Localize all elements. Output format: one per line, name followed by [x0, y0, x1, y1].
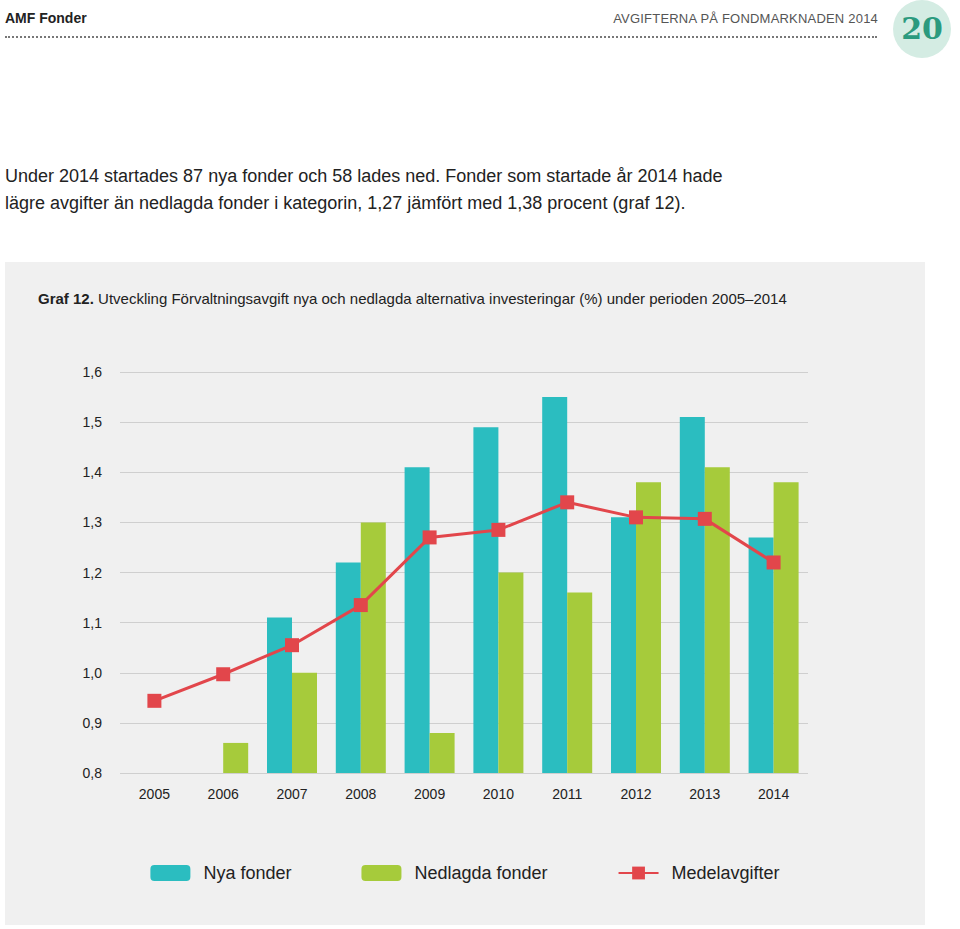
html-text:Graf 12. Utveckling Förvaltnin: Graf 12. Utveckling Förvaltningsavgift n…	[38, 290, 787, 307]
svg-text:2008: 2008	[345, 786, 376, 802]
svg-text:1,1: 1,1	[83, 615, 103, 631]
svg-text:Nedlagda fonder: Nedlagda fonder	[414, 863, 547, 883]
svg-text:1,0: 1,0	[83, 665, 103, 681]
svg-text:2010: 2010	[483, 786, 514, 802]
svg-text:1,6: 1,6	[83, 364, 103, 380]
svg-text:2007: 2007	[276, 786, 307, 802]
svg-text:2013: 2013	[689, 786, 720, 802]
html-text:AVGIFTERNA PÅ FONDMARKNADEN 20: AVGIFTERNA PÅ FONDMARKNADEN 2014	[613, 11, 878, 26]
svg-text:Medelavgifter: Medelavgifter	[672, 863, 780, 883]
svg-text:1,2: 1,2	[83, 565, 103, 581]
svg-text:1,5: 1,5	[83, 414, 103, 430]
svg-text:1,3: 1,3	[83, 514, 103, 530]
svg-text:2014: 2014	[758, 786, 789, 802]
html-text:AMF Fonder: AMF Fonder	[5, 10, 87, 26]
svg-text:0,8: 0,8	[83, 765, 103, 781]
svg-text:2011: 2011	[552, 786, 582, 802]
svg-text:2006: 2006	[208, 786, 239, 802]
svg-text:2009: 2009	[414, 786, 445, 802]
svg-text:Nya fonder: Nya fonder	[203, 863, 291, 883]
svg-text:1,4: 1,4	[83, 464, 103, 480]
svg-text:0,9: 0,9	[83, 715, 103, 731]
html-text:Under 2014 startades 87 nya fo: Under 2014 startades 87 nya fonder och 5…	[5, 166, 723, 213]
svg-text:2012: 2012	[620, 786, 651, 802]
svg-text:2005: 2005	[139, 786, 170, 802]
html-text:20: 20	[901, 11, 943, 46]
